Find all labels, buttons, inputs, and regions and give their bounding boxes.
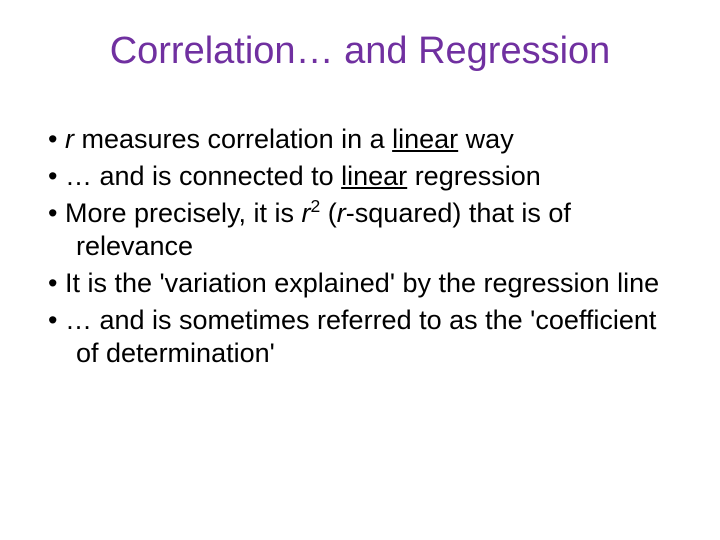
slide-title: Correlation… and Regression xyxy=(40,30,680,73)
list-item: … and is connected to linear regression xyxy=(48,160,680,193)
list-item: … and is sometimes referred to as the 'c… xyxy=(48,304,680,370)
bullet-list: r measures correlation in a linear way …… xyxy=(40,123,680,370)
list-item: r measures correlation in a linear way xyxy=(48,123,680,156)
list-item: More precisely, it is r2 (r-squared) tha… xyxy=(48,197,680,263)
list-item: It is the 'variation explained' by the r… xyxy=(48,267,680,300)
